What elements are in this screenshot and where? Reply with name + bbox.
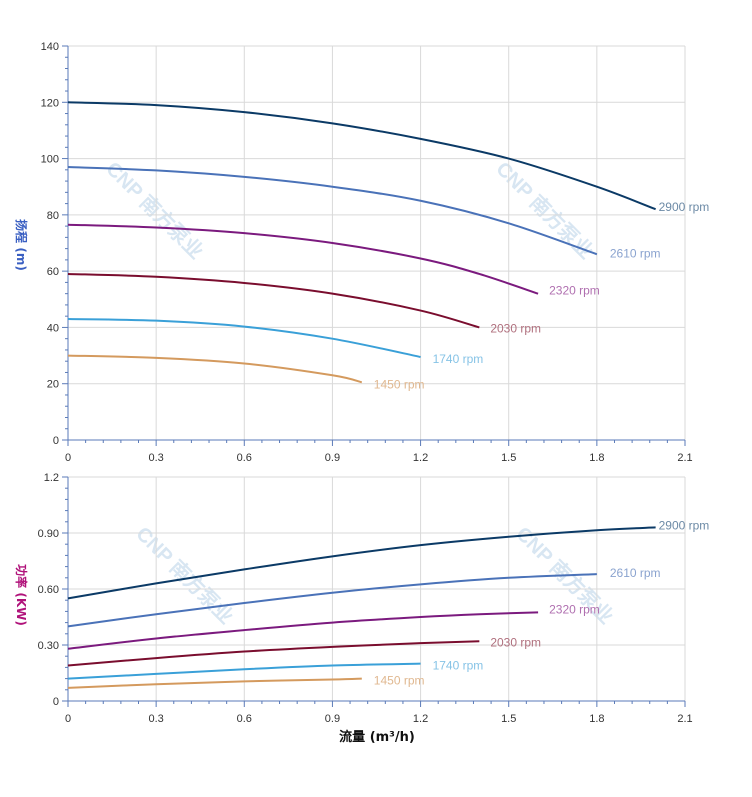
y-tick-label: 100 — [41, 154, 59, 166]
series-label: 1740 rpm — [433, 352, 484, 366]
series-line — [67, 166, 598, 256]
y-tick-label: 1.2 — [44, 472, 59, 484]
x-tick-label: 2.1 — [677, 452, 692, 464]
watermark-text: CNP 南方泵业 — [131, 522, 238, 629]
x-tick-label: 0.6 — [237, 452, 252, 464]
x-tick-label: 0 — [65, 452, 71, 464]
y-tick-label: 0 — [53, 696, 59, 708]
x-tick-label: 0 — [65, 713, 71, 725]
y-tick-label: 40 — [47, 322, 59, 334]
series-label: 2610 rpm — [610, 246, 661, 260]
series-line — [67, 662, 421, 680]
series-line — [67, 611, 539, 650]
y-tick-label: 0.30 — [38, 640, 59, 652]
x-axis-title: 流量 (m³/h) — [339, 729, 415, 745]
y-tick-label: 80 — [47, 210, 59, 222]
series-line — [67, 354, 363, 384]
y-axis-label: 功率 (KW) — [14, 564, 29, 626]
y-tick-label: 0.60 — [38, 584, 59, 596]
series-label: 2610 rpm — [610, 566, 661, 580]
series-label: 1450 rpm — [374, 674, 425, 688]
watermark-text: CNP 南方泵业 — [491, 157, 598, 264]
y-tick-label: 60 — [47, 266, 59, 278]
x-tick-label: 1.2 — [413, 713, 428, 725]
x-tick-label: 0.3 — [148, 713, 163, 725]
series-line — [67, 573, 597, 628]
x-tick-label: 1.5 — [501, 452, 516, 464]
series-line — [67, 526, 656, 600]
x-tick-label: 0.3 — [148, 452, 163, 464]
x-tick-label: 1.2 — [413, 452, 428, 464]
y-tick-label: 0.90 — [38, 528, 59, 540]
series-label: 2030 rpm — [490, 635, 541, 649]
x-tick-label: 2.1 — [677, 713, 692, 725]
x-tick-label: 0.9 — [325, 713, 340, 725]
x-tick-label: 0.6 — [237, 713, 252, 725]
x-tick-label: 1.8 — [589, 452, 604, 464]
series-line — [67, 317, 421, 358]
series-label: 2030 rpm — [490, 321, 541, 335]
series-line — [67, 223, 539, 295]
series-line — [67, 677, 362, 689]
y-tick-label: 0 — [53, 435, 59, 447]
series-line — [67, 640, 480, 667]
series-line — [67, 101, 656, 211]
y-tick-label: 20 — [47, 379, 59, 391]
y-tick-label: 140 — [41, 41, 59, 53]
y-tick-label: 120 — [41, 97, 59, 109]
series-label: 1740 rpm — [433, 659, 484, 673]
series-label: 1450 rpm — [374, 377, 425, 391]
x-tick-label: 0.9 — [325, 452, 340, 464]
x-tick-label: 1.5 — [501, 713, 516, 725]
series-label: 2900 rpm — [659, 200, 710, 214]
x-tick-label: 1.8 — [589, 713, 604, 725]
series-label: 2320 rpm — [549, 284, 600, 298]
series-label: 2320 rpm — [549, 602, 600, 616]
series-line — [67, 272, 480, 329]
series-label: 2900 rpm — [659, 518, 710, 532]
y-axis-label: 扬程 (m) — [14, 219, 29, 271]
